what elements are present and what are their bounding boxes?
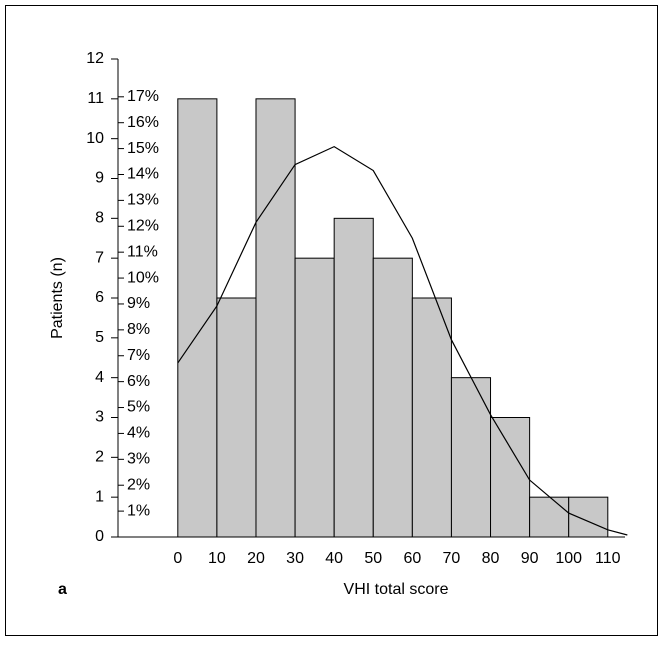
y-tick-label: 10 <box>86 130 104 147</box>
bar <box>529 496 570 538</box>
y-tick-label: 0 <box>95 528 104 545</box>
y2-tick-label: 7% <box>127 347 150 364</box>
y2-tick-label: 11% <box>127 243 158 260</box>
y2-tick-label: 10% <box>127 269 159 286</box>
y2-tick-label: 13% <box>127 192 159 209</box>
bar <box>568 496 609 538</box>
bar <box>490 417 531 538</box>
y2-tick-label: 12% <box>127 217 159 234</box>
bar <box>333 217 374 538</box>
x-axis-label: VHI total score <box>344 581 449 598</box>
y-tick-label: 12 <box>86 50 104 67</box>
y2-tick-label: 16% <box>127 114 159 131</box>
y2-tick-label: 15% <box>127 140 159 157</box>
bar <box>255 98 296 538</box>
y-tick-label: 3 <box>95 409 104 426</box>
bar <box>372 257 413 538</box>
x-tick-label: 10 <box>208 550 226 567</box>
bar <box>294 257 335 538</box>
y2-tick-label: 1% <box>127 502 150 519</box>
frame <box>5 5 658 636</box>
x-tick-label: 0 <box>173 550 182 567</box>
y2-tick-label: 17% <box>127 88 159 105</box>
x-tick-label: 40 <box>325 550 343 567</box>
bar <box>216 297 257 538</box>
bar <box>411 297 452 538</box>
x-tick-label: 100 <box>555 550 582 567</box>
y2-tick-label: 14% <box>127 166 159 183</box>
x-tick-label: 90 <box>521 550 539 567</box>
y-tick-label: 1 <box>95 488 104 505</box>
x-tick-label: 70 <box>443 550 461 567</box>
y-tick-label: 9 <box>95 170 104 187</box>
x-tick-label: 30 <box>286 550 304 567</box>
y-tick-label: 2 <box>95 449 104 466</box>
normal-curve <box>177 145 628 536</box>
y-tick-label: 8 <box>95 210 104 227</box>
y-axis-label: Patients (n) <box>49 257 66 339</box>
x-tick-label: 60 <box>403 550 421 567</box>
y2-tick-label: 6% <box>127 373 150 390</box>
y2-tick-label: 4% <box>127 425 150 442</box>
panel-label: a <box>58 581 67 598</box>
y-tick-label: 7 <box>95 249 104 266</box>
x-tick-label: 50 <box>364 550 382 567</box>
y2-tick-label: 5% <box>127 399 150 416</box>
y2-tick-label: 2% <box>127 476 150 493</box>
x-tick-label: 110 <box>595 550 621 567</box>
y2-tick-label: 9% <box>127 295 150 312</box>
y-tick-label: 4 <box>95 369 104 386</box>
x-tick-label: 80 <box>482 550 500 567</box>
y-tick-label: 6 <box>95 289 104 306</box>
y-tick-label: 5 <box>95 329 104 346</box>
y2-tick-label: 3% <box>127 451 150 468</box>
x-tick-label: 20 <box>247 550 265 567</box>
y2-tick-label: 8% <box>127 321 150 338</box>
bar <box>177 98 218 538</box>
y-tick-label: 11 <box>87 90 104 107</box>
bar <box>450 377 492 538</box>
